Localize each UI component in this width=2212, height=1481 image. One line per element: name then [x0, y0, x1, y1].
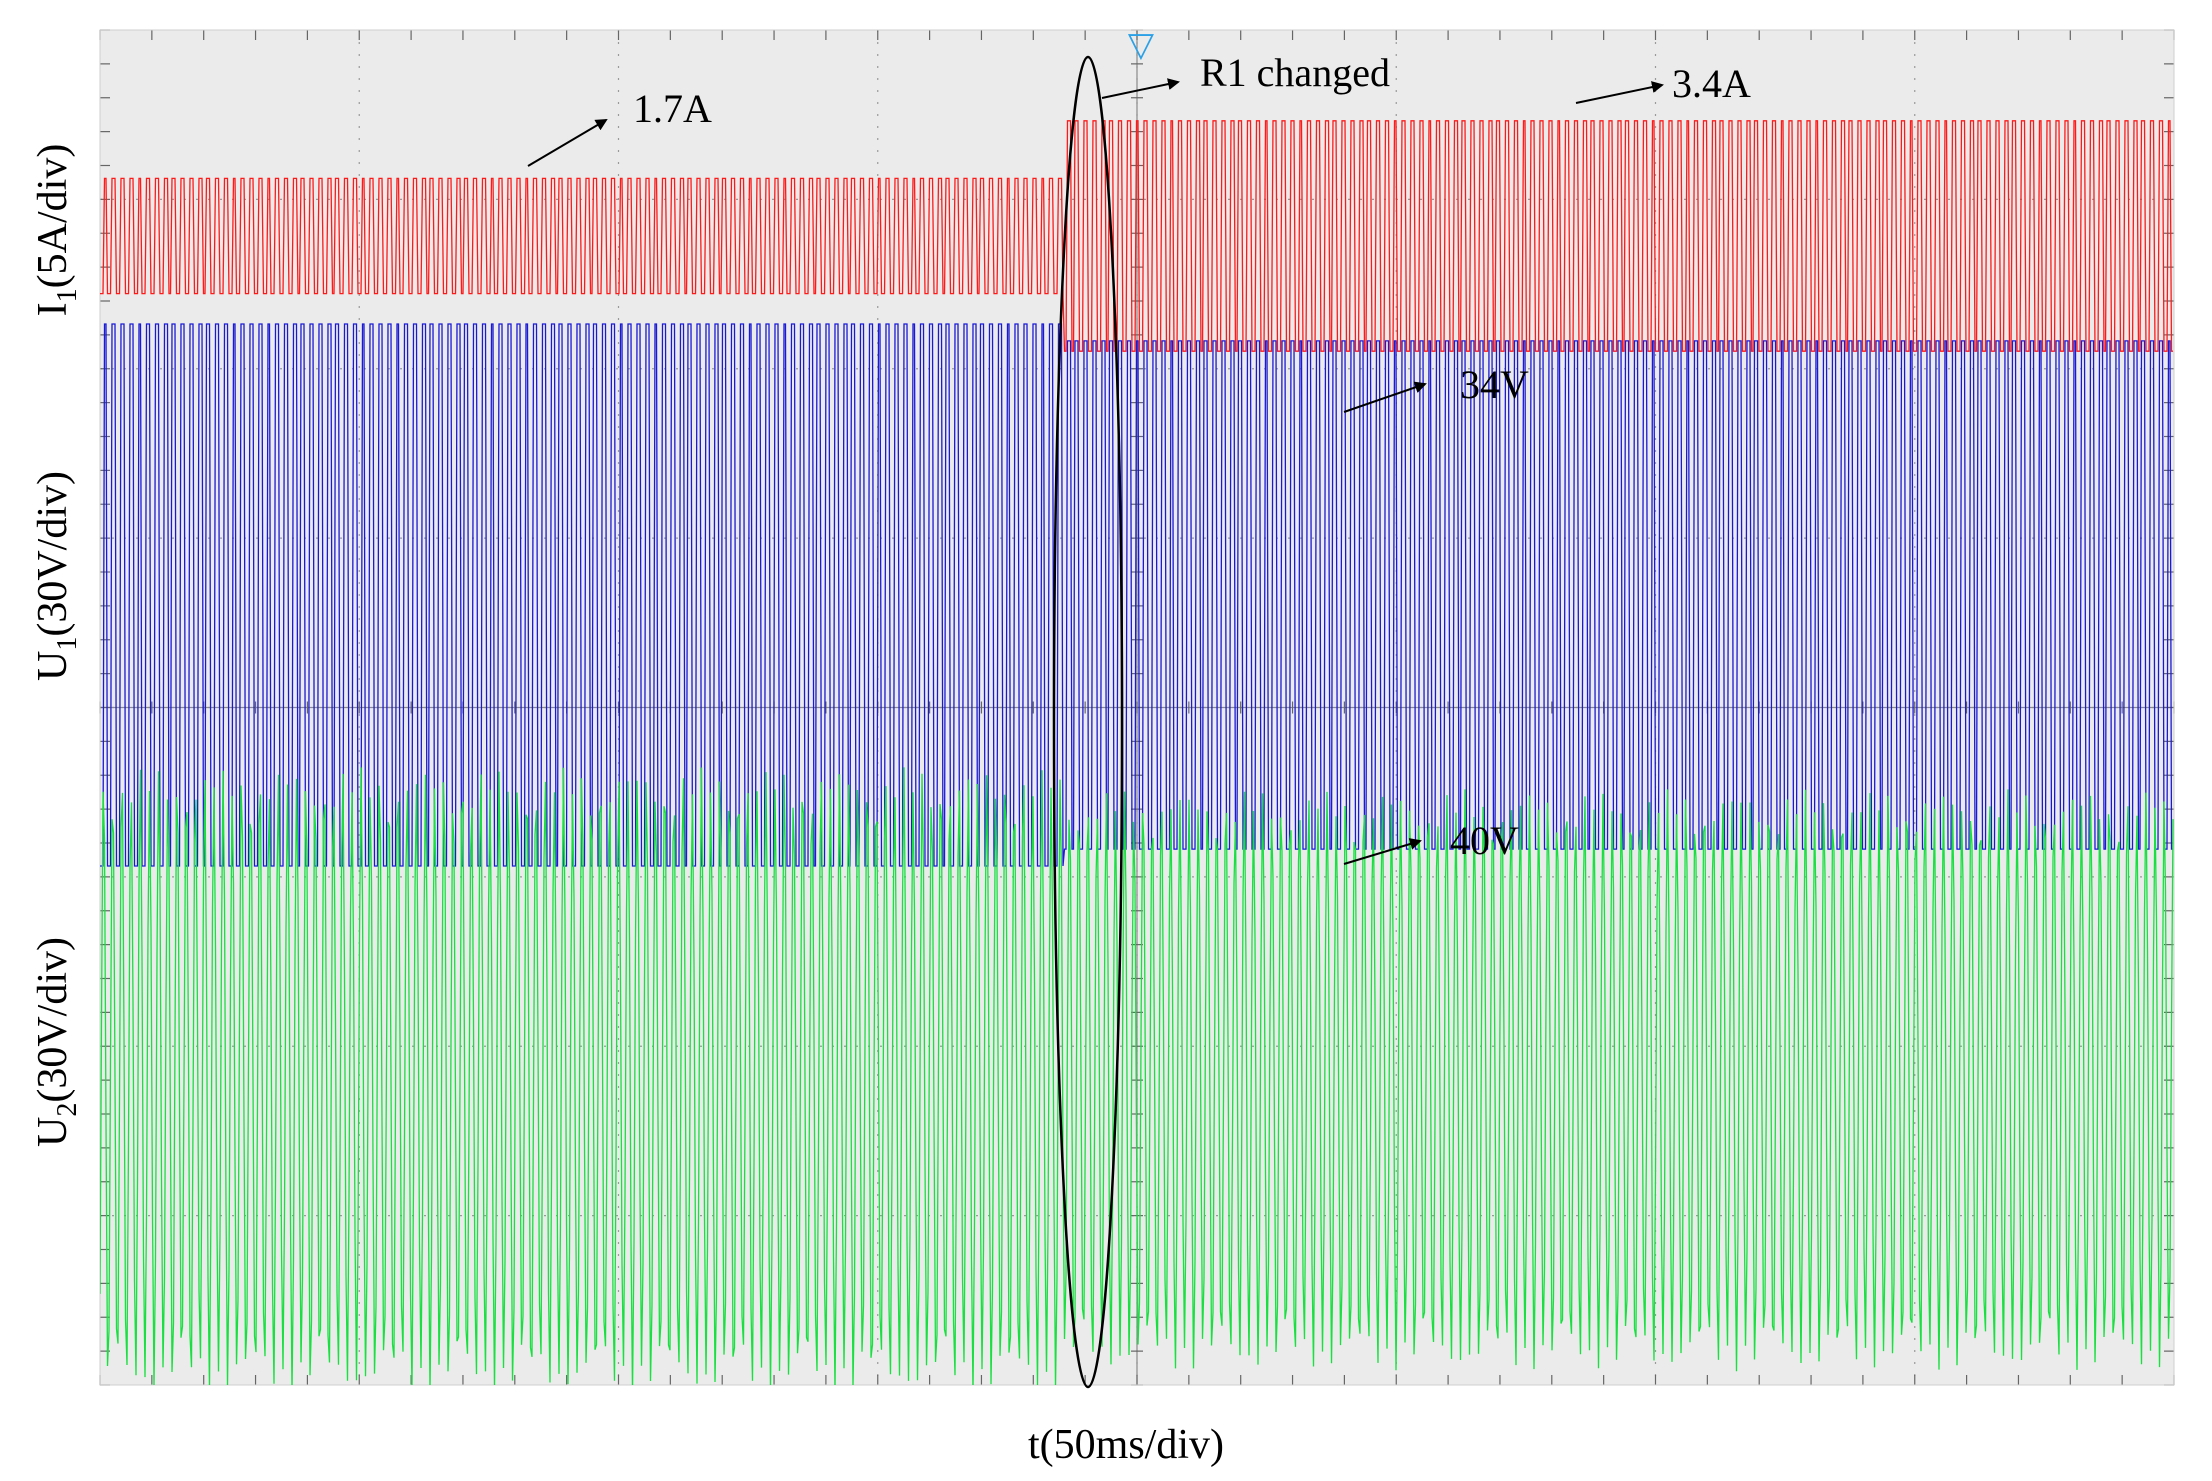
change-ellipse — [1052, 55, 1124, 1389]
ylabel-u1: U1(30V/div) — [30, 471, 83, 681]
ylabel-i1: I1(5A/div) — [30, 144, 83, 317]
plot-border — [99, 29, 2175, 1386]
label-i1-after: 3.4A — [1672, 61, 1751, 106]
arrow-1-7a — [527, 118, 608, 167]
ylabel-u2: U2(30V/div) — [30, 937, 83, 1147]
label-i1-before: 1.7A — [633, 86, 712, 131]
arrow-34v — [1343, 381, 1427, 413]
arrow-r1-changed — [1101, 78, 1180, 99]
trigger-marker-icon: ▽ — [1128, 25, 1155, 65]
trace-i1 — [100, 120, 2173, 352]
label-u2-after: 40V — [1450, 818, 1519, 863]
label-u1-after: 34V — [1460, 362, 1529, 407]
xlabel: t(50ms/div) — [1028, 1422, 1224, 1468]
label-r1-changed: R1 changed — [1200, 50, 1390, 95]
arrow-3-4a — [1575, 81, 1664, 104]
traces — [100, 120, 2174, 1385]
trace-u2 — [100, 767, 2174, 1385]
arrow-40v — [1343, 838, 1422, 865]
grid — [99, 29, 2175, 1386]
